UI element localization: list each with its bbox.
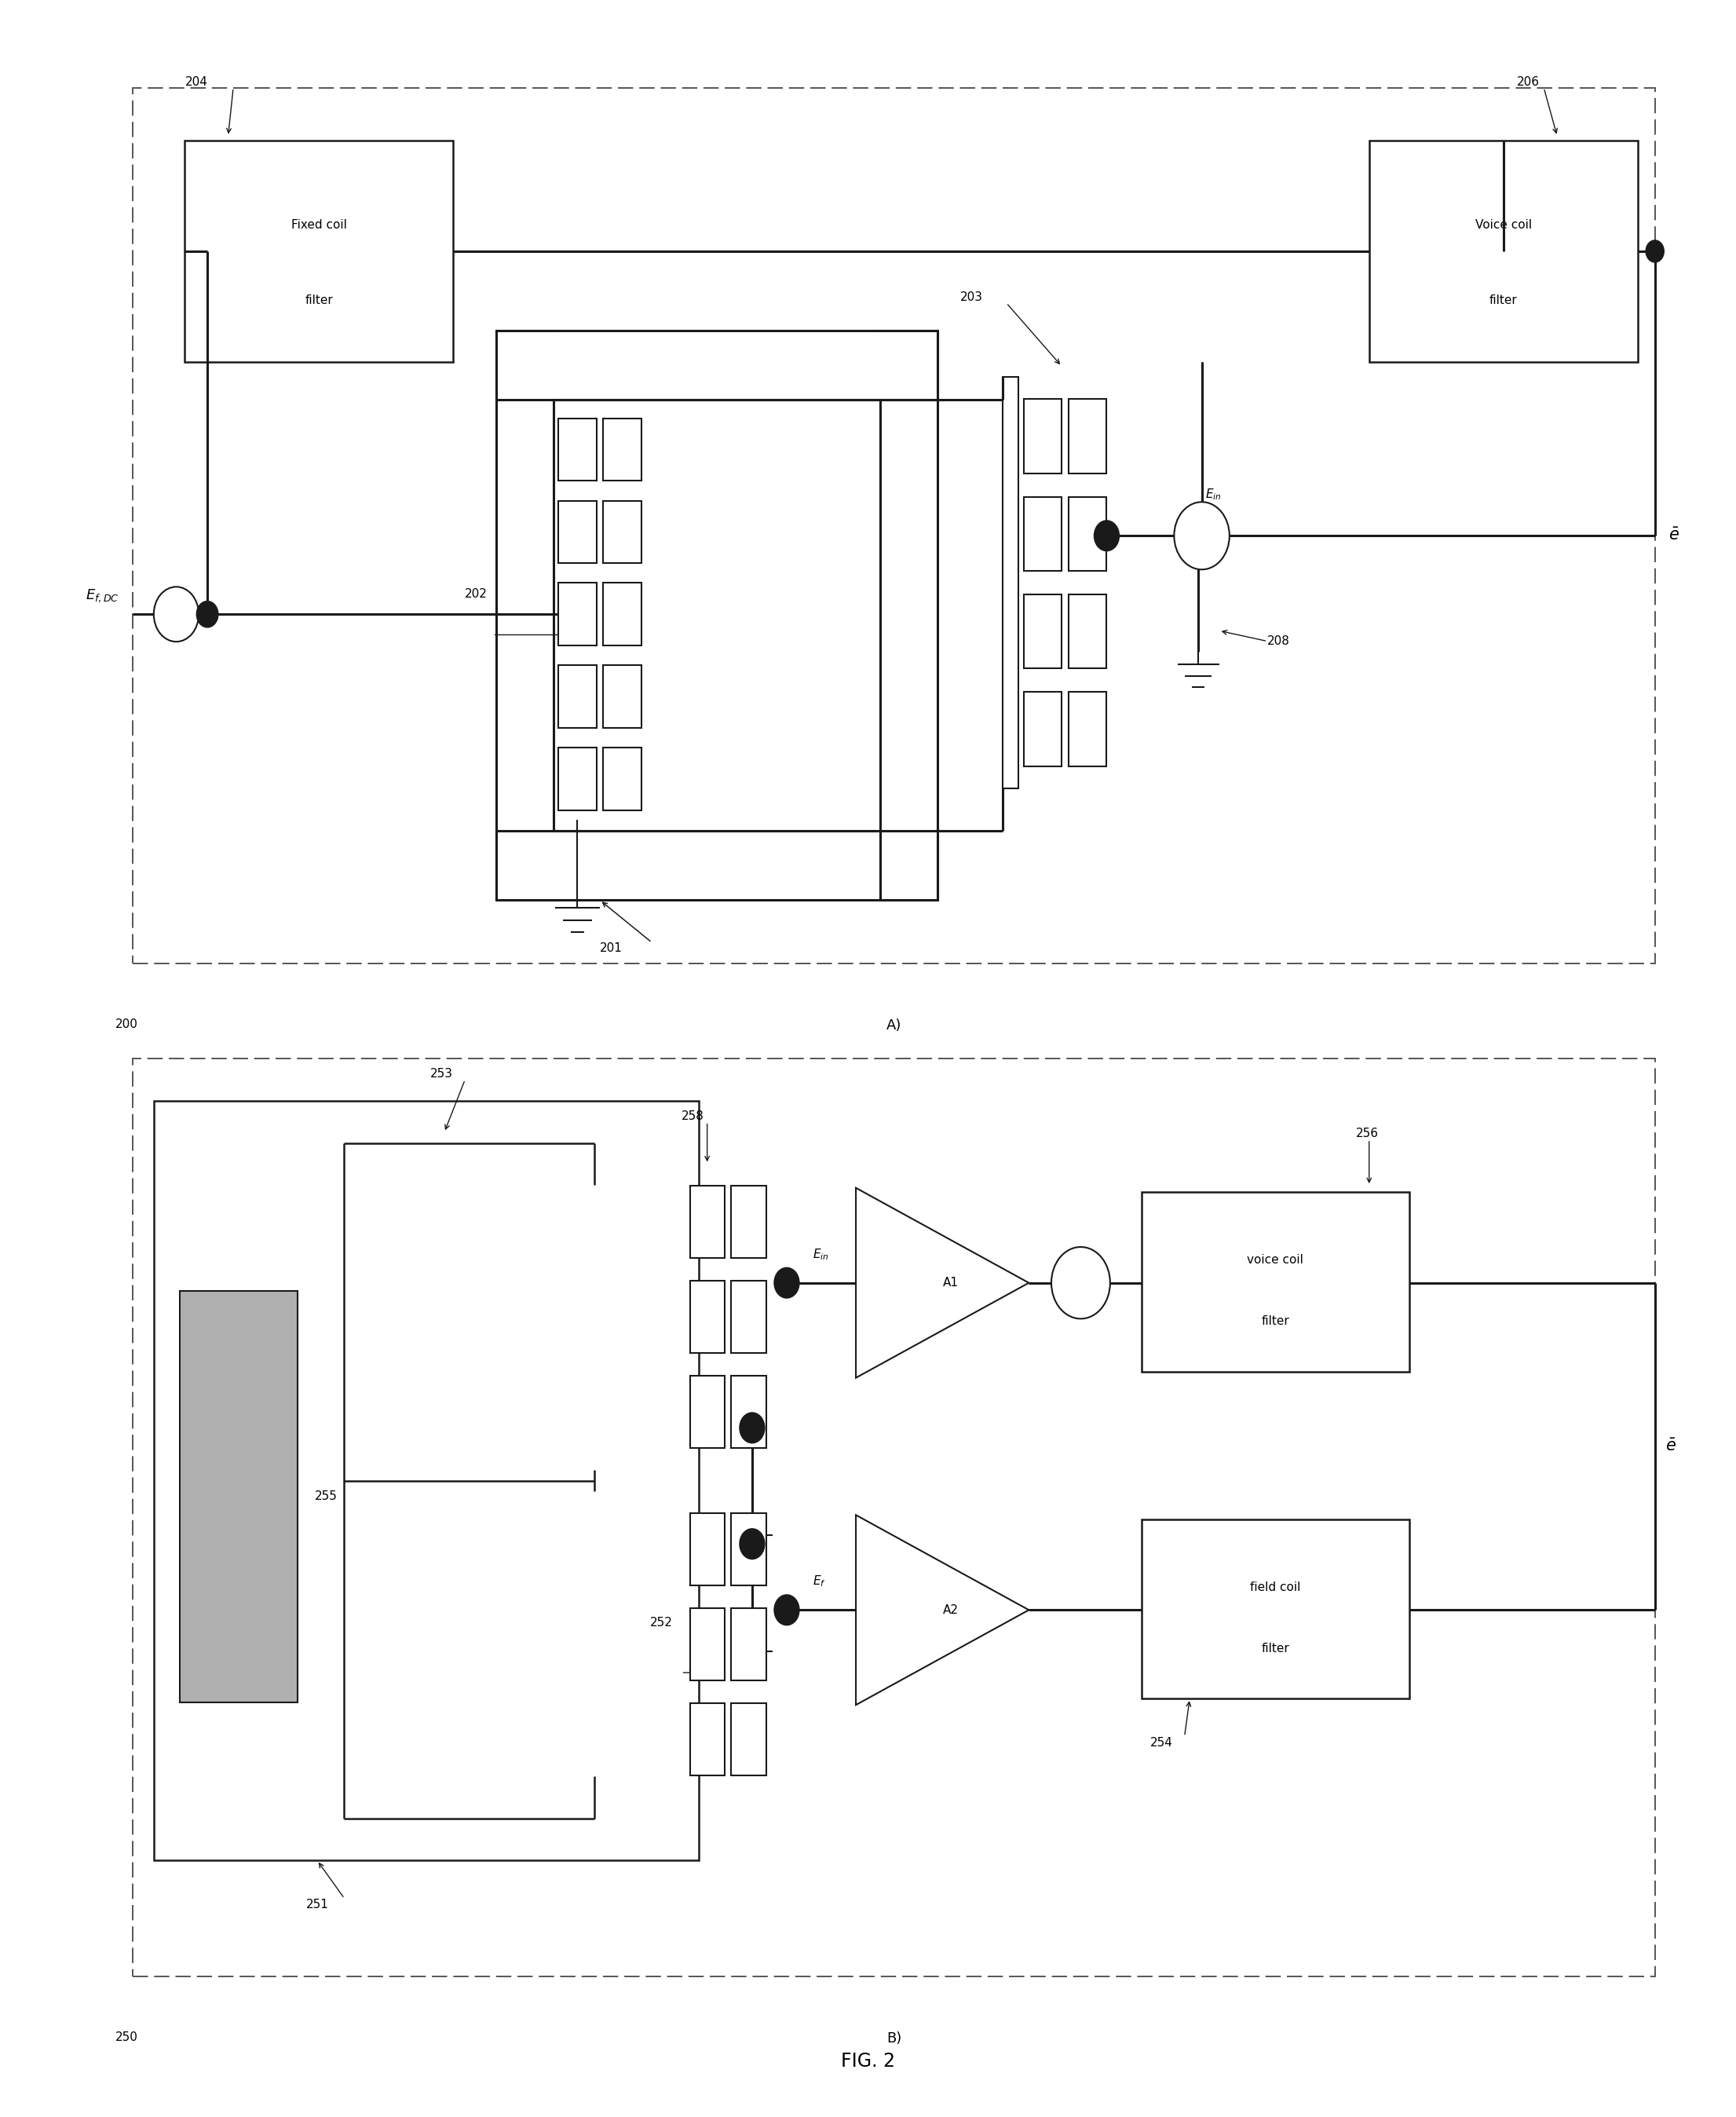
- Text: 253: 253: [431, 1067, 453, 1080]
- Bar: [689, 1376, 724, 1448]
- Text: A): A): [887, 1018, 901, 1033]
- Text: 202: 202: [465, 589, 488, 599]
- Text: $E_{f,DC}$: $E_{f,DC}$: [85, 589, 120, 603]
- Bar: [1370, 140, 1637, 362]
- Text: field coil: field coil: [1250, 1581, 1300, 1594]
- Text: voice coil: voice coil: [1246, 1255, 1304, 1266]
- Text: $\bar{e}$: $\bar{e}$: [1668, 527, 1680, 544]
- Text: 203: 203: [960, 292, 983, 303]
- Text: 251: 251: [306, 1899, 328, 1910]
- Text: filter: filter: [1262, 1315, 1290, 1327]
- Bar: [496, 330, 554, 900]
- Text: $E_f$: $E_f$: [812, 1575, 826, 1590]
- Text: Voice coil: Voice coil: [1476, 218, 1531, 231]
- Text: Fixed coil: Fixed coil: [292, 218, 347, 231]
- Circle shape: [740, 1412, 764, 1442]
- Text: FIG. 2: FIG. 2: [840, 2051, 896, 2070]
- Text: 256: 256: [1356, 1128, 1378, 1139]
- Bar: [604, 582, 641, 646]
- Bar: [181, 1291, 297, 1702]
- Bar: [559, 665, 597, 728]
- Bar: [1069, 692, 1106, 766]
- Text: 200: 200: [116, 1018, 139, 1031]
- Bar: [1024, 595, 1062, 669]
- Circle shape: [1095, 521, 1118, 550]
- Bar: [559, 500, 597, 563]
- Bar: [1024, 497, 1062, 572]
- Bar: [604, 419, 641, 481]
- Circle shape: [1052, 1247, 1109, 1319]
- Circle shape: [1174, 502, 1229, 569]
- Text: B): B): [887, 2032, 901, 2045]
- Bar: [1069, 595, 1106, 669]
- Bar: [559, 419, 597, 481]
- Bar: [689, 1702, 724, 1776]
- Text: 206: 206: [1517, 76, 1540, 87]
- Bar: [496, 830, 937, 900]
- Bar: [604, 500, 641, 563]
- Bar: [1024, 692, 1062, 766]
- Bar: [1141, 1192, 1410, 1372]
- Bar: [604, 747, 641, 811]
- Text: A1: A1: [943, 1277, 958, 1289]
- Bar: [1141, 1520, 1410, 1698]
- Bar: [731, 1702, 766, 1776]
- Bar: [496, 330, 937, 400]
- Bar: [731, 1514, 766, 1586]
- Bar: [731, 1609, 766, 1681]
- Text: $\bar{e}$: $\bar{e}$: [1665, 1437, 1677, 1454]
- Text: 255: 255: [314, 1490, 337, 1503]
- Text: 204: 204: [184, 76, 208, 87]
- Bar: [1069, 497, 1106, 572]
- Text: filter: filter: [306, 294, 333, 305]
- Bar: [880, 330, 937, 900]
- Text: $E_{in}$: $E_{in}$: [812, 1247, 828, 1262]
- Bar: [155, 1101, 698, 1861]
- Text: $E_{in}$: $E_{in}$: [1205, 487, 1222, 502]
- Text: 201: 201: [601, 942, 623, 955]
- Circle shape: [774, 1268, 799, 1298]
- Bar: [1069, 400, 1106, 474]
- Circle shape: [1646, 241, 1663, 263]
- Text: filter: filter: [1262, 1643, 1290, 1653]
- Circle shape: [740, 1528, 764, 1558]
- Text: 252: 252: [649, 1617, 672, 1628]
- Bar: [731, 1376, 766, 1448]
- Bar: [184, 140, 453, 362]
- Bar: [559, 582, 597, 646]
- Bar: [1024, 400, 1062, 474]
- Text: 258: 258: [681, 1109, 703, 1122]
- Circle shape: [774, 1596, 799, 1624]
- Bar: [689, 1281, 724, 1353]
- Bar: [731, 1281, 766, 1353]
- Bar: [604, 665, 641, 728]
- Bar: [689, 1186, 724, 1257]
- Circle shape: [196, 601, 217, 627]
- Text: filter: filter: [1489, 294, 1517, 305]
- Bar: [559, 747, 597, 811]
- Bar: [689, 1609, 724, 1681]
- Bar: [689, 1514, 724, 1586]
- Text: 250: 250: [116, 2032, 139, 2043]
- Bar: [1003, 377, 1019, 788]
- Bar: [731, 1186, 766, 1257]
- Text: A2: A2: [943, 1605, 958, 1615]
- Text: 208: 208: [1267, 635, 1290, 648]
- Text: 254: 254: [1149, 1736, 1172, 1749]
- Circle shape: [155, 586, 198, 641]
